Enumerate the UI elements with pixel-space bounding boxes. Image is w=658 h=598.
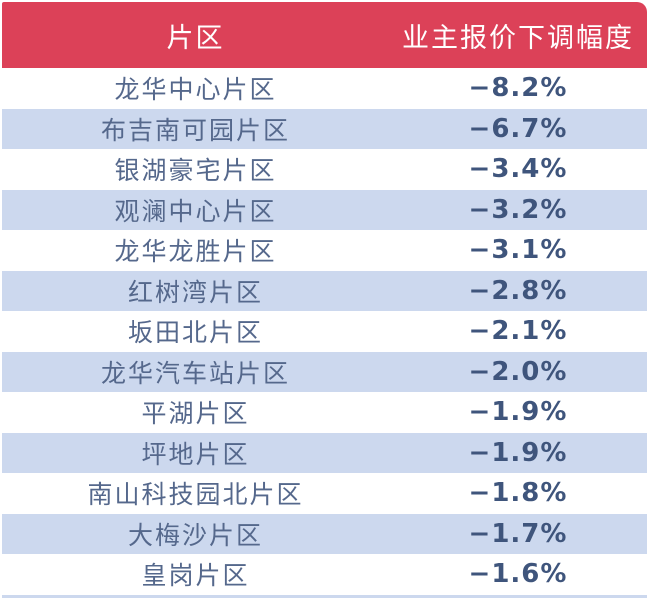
region-cell: 龙华汽车站片区 [100, 359, 290, 388]
price-cut-value-cell: −1.9% [468, 397, 568, 428]
price-cut-value-cell: −1.7% [468, 518, 568, 549]
table-body: 龙华中心片区 −8.2% 布吉南可园片区 −6.7% 银湖豪宅片区 −3.4% 观澜中心片区… [2, 68, 647, 595]
district-price-table: 片区 业主报价下调幅度 龙华中心片区 −8.2% 布吉南可园片区 −6.7% 银湖豪宅片… [2, 2, 647, 598]
price-cut-value-cell: −6.7% [468, 113, 568, 144]
table-row: 观澜中心片区 −3.2% [2, 189, 647, 230]
table-row: 布吉南可园片区 −6.7% [2, 108, 647, 149]
table-row: 龙华汽车站片区 −2.0% [2, 351, 647, 392]
price-cut-value-cell: −8.2% [468, 73, 568, 104]
price-cut-value-cell: −3.1% [468, 235, 568, 266]
region-cell: 平湖片区 [141, 400, 250, 429]
region-cell: 银湖豪宅片区 [114, 157, 277, 186]
region-cell: 坂田北片区 [127, 319, 263, 348]
region-cell: 红树湾片区 [127, 278, 263, 307]
next-row-sliver [2, 594, 647, 598]
column-header-price-cut: 业主报价下调幅度 [402, 22, 634, 53]
table-row: 龙华中心片区 −8.2% [2, 68, 647, 109]
table-row: 坂田北片区 −2.1% [2, 311, 647, 352]
price-cut-value-cell: −2.1% [468, 316, 568, 347]
region-cell: 坪地片区 [141, 440, 250, 469]
price-cut-value-cell: −1.8% [468, 478, 568, 509]
table-row: 南山科技园北片区 −1.8% [2, 473, 647, 514]
table-row: 坪地片区 −1.9% [2, 432, 647, 473]
table-row: 银湖豪宅片区 −3.4% [2, 149, 647, 190]
table-header-row: 片区 业主报价下调幅度 [2, 2, 647, 68]
column-header-region: 片区 [166, 22, 225, 53]
table-row: 皇岗片区 −1.6% [2, 554, 647, 595]
region-cell: 皇岗片区 [141, 562, 250, 591]
region-cell: 大梅沙片区 [127, 521, 263, 550]
price-cut-value-cell: −3.4% [468, 154, 568, 185]
region-cell: 观澜中心片区 [114, 197, 277, 226]
region-cell: 龙华龙胜片区 [114, 238, 277, 267]
region-cell: 布吉南可园片区 [100, 116, 290, 145]
price-cut-value-cell: −1.6% [468, 559, 568, 590]
price-cut-value-cell: −3.2% [468, 194, 568, 225]
table-row: 红树湾片区 −2.8% [2, 270, 647, 311]
price-cut-value-cell: −2.0% [468, 356, 568, 387]
price-cut-value-cell: −1.9% [468, 437, 568, 468]
table-row: 龙华龙胜片区 −3.1% [2, 230, 647, 271]
region-cell: 南山科技园北片区 [87, 481, 304, 510]
table-row: 平湖片区 −1.9% [2, 392, 647, 433]
table-row: 大梅沙片区 −1.7% [2, 513, 647, 554]
region-cell: 龙华中心片区 [114, 76, 277, 105]
price-cut-value-cell: −2.8% [468, 275, 568, 306]
